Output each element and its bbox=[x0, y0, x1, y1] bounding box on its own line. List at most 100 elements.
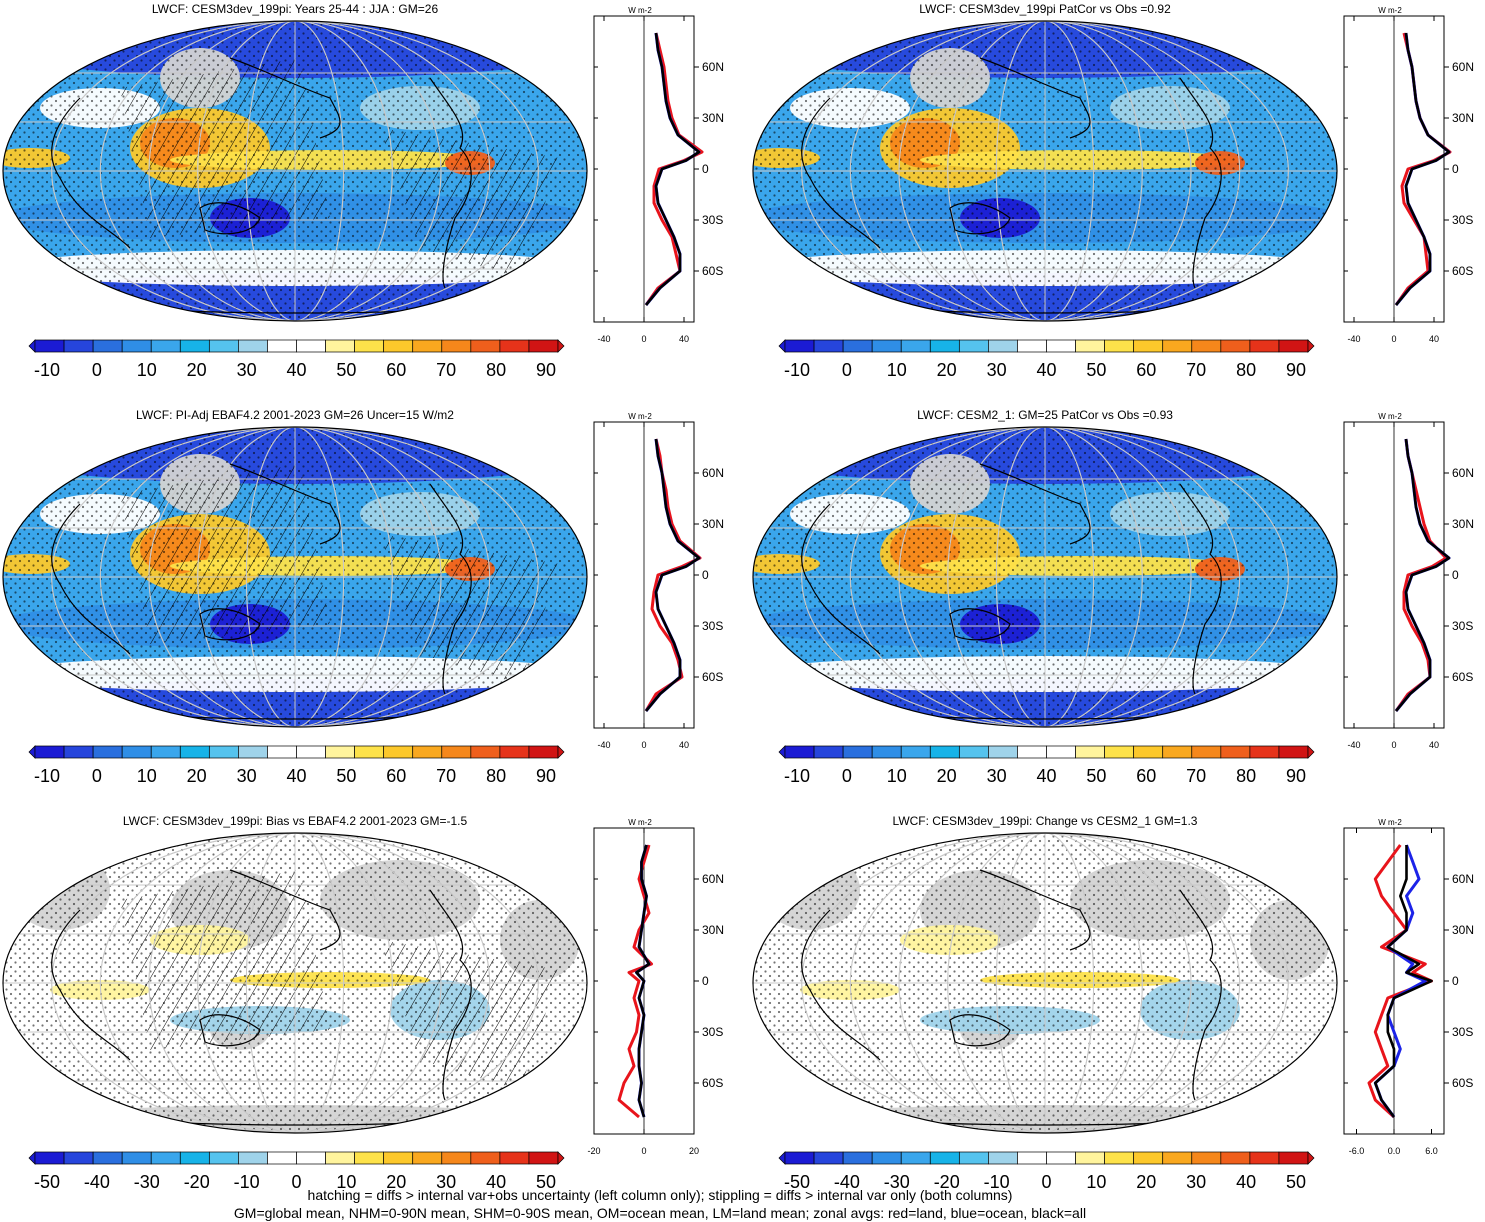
series-line-blue bbox=[1394, 438, 1451, 712]
colorbar-tick-label: 70 bbox=[436, 766, 456, 786]
colorbar-tick-label: 0 bbox=[92, 766, 102, 786]
colorbar-swatch bbox=[441, 745, 472, 759]
colorbar-swatch bbox=[1278, 1151, 1309, 1165]
series-line-black bbox=[635, 844, 651, 1118]
colorbar-swatch bbox=[528, 1151, 559, 1165]
colorbar-swatch bbox=[1046, 1151, 1076, 1165]
colorbar-tick-label: 70 bbox=[1186, 360, 1206, 380]
lat-tick-label: 60S bbox=[1452, 670, 1473, 684]
zonal-unit-label: W m-2 bbox=[1378, 412, 1402, 421]
coastline bbox=[199, 1014, 261, 1047]
x-tick-label: 20 bbox=[689, 1146, 699, 1156]
hatching bbox=[120, 870, 330, 1050]
colorbar-tick-label: 10 bbox=[1086, 1172, 1106, 1192]
series-line-black bbox=[644, 438, 701, 712]
coastline bbox=[51, 97, 131, 249]
coastline bbox=[1179, 77, 1222, 289]
colorbar-tick-label: 40 bbox=[286, 766, 306, 786]
series-line-black bbox=[1394, 438, 1451, 712]
colorbar-tick-label: 50 bbox=[536, 1172, 556, 1192]
colorbar-swatch bbox=[900, 1151, 931, 1165]
colorbar-tick-label: -30 bbox=[884, 1172, 910, 1192]
hatching bbox=[380, 940, 560, 1090]
colorbar-swatch bbox=[1104, 745, 1135, 759]
colorbar-tick-label: 0 bbox=[1041, 1172, 1051, 1192]
series-line-red bbox=[1394, 32, 1452, 306]
x-tick-label: -40 bbox=[1347, 740, 1360, 750]
colorbar-swatch bbox=[179, 339, 210, 353]
coastline bbox=[979, 463, 1091, 545]
colorbar-tick-label: 20 bbox=[1136, 1172, 1156, 1192]
zonal-mean-plot: W m-2 60N 30N 0 30S 60S -40 0 40 bbox=[593, 6, 724, 344]
colorbar-swatch bbox=[1220, 745, 1251, 759]
colorbar-swatch bbox=[1104, 1151, 1135, 1165]
colorbar-swatch bbox=[238, 745, 268, 759]
lat-tick-label: 30S bbox=[1452, 619, 1473, 633]
x-tick-label: -40 bbox=[597, 740, 610, 750]
lat-tick-label: 60N bbox=[1452, 872, 1474, 886]
colorbar-swatch bbox=[988, 1151, 1018, 1165]
colorbar-swatch bbox=[958, 1151, 989, 1165]
panel-title: LWCF: CESM3dev_199pi: Bias vs EBAF4.2 20… bbox=[122, 814, 468, 828]
colorbar-swatch bbox=[1162, 745, 1193, 759]
colorbar-tick-label: 90 bbox=[1286, 766, 1306, 786]
series-line-red bbox=[644, 438, 702, 712]
colorbar-tick-label: 30 bbox=[436, 1172, 456, 1192]
colorbar-tick-label: 20 bbox=[187, 360, 207, 380]
colorbar-tick-label: 60 bbox=[1136, 360, 1156, 380]
hatching bbox=[120, 464, 330, 644]
colorbar-tick-label: 50 bbox=[1086, 766, 1106, 786]
x-tick-label: 6.0 bbox=[1425, 1146, 1438, 1156]
colorbar-swatch bbox=[1046, 339, 1076, 353]
colorbar-tick-label: 90 bbox=[536, 766, 556, 786]
colorbar-swatch bbox=[63, 1151, 94, 1165]
colorbar-swatch bbox=[441, 1151, 472, 1165]
x-tick-label: 0 bbox=[1391, 334, 1396, 344]
colorbar-swatch bbox=[1249, 745, 1280, 759]
colorbar-low-triangle bbox=[28, 1151, 36, 1165]
panel-2: LWCF: CESM3dev_199pi PatCor vs Obs =0.92… bbox=[750, 2, 1485, 407]
coastline bbox=[1179, 483, 1222, 695]
colorbar-tick-label: 40 bbox=[486, 1172, 506, 1192]
colorbar-tick-label: 30 bbox=[987, 360, 1007, 380]
coastline bbox=[51, 503, 131, 655]
colorbar-swatch bbox=[900, 745, 931, 759]
colorbar-swatch bbox=[412, 339, 443, 353]
lat-tick-label: 30N bbox=[1452, 923, 1474, 937]
colorbar-swatch bbox=[150, 339, 181, 353]
colorbar-swatch bbox=[988, 745, 1018, 759]
series-line-blue bbox=[644, 438, 701, 712]
coastline bbox=[229, 869, 341, 951]
colorbar-tick-label: 40 bbox=[1036, 360, 1056, 380]
colorbar-swatch bbox=[1191, 339, 1222, 353]
colorbar-swatch bbox=[150, 1151, 181, 1165]
colorbar-swatch bbox=[470, 1151, 501, 1165]
colorbar-tick-label: -40 bbox=[84, 1172, 110, 1192]
zonal-unit-label: W m-2 bbox=[628, 412, 652, 421]
colorbar-swatch bbox=[92, 1151, 123, 1165]
colorbar-swatch bbox=[179, 1151, 210, 1165]
colorbar-tick-label: -40 bbox=[834, 1172, 860, 1192]
colorbar-tick-label: 20 bbox=[386, 1172, 406, 1192]
colorbar-swatch bbox=[383, 1151, 414, 1165]
colorbar-tick-label: 60 bbox=[386, 360, 406, 380]
colorbar-swatch bbox=[784, 1151, 815, 1165]
x-tick-label: 0.0 bbox=[1388, 1146, 1401, 1156]
coastline bbox=[801, 97, 881, 249]
colorbar-tick-label: 80 bbox=[486, 360, 506, 380]
lat-tick-label: 0 bbox=[702, 568, 709, 582]
x-tick-label: 40 bbox=[1429, 334, 1439, 344]
lat-tick-label: 30S bbox=[702, 1025, 723, 1039]
panel-title: LWCF: PI-Adj EBAF4.2 2001-2023 GM=26 Unc… bbox=[136, 408, 454, 422]
coastline bbox=[1179, 889, 1222, 1101]
lat-tick-label: 60N bbox=[1452, 466, 1474, 480]
colorbar-swatch bbox=[412, 1151, 443, 1165]
panel-4: LWCF: CESM2_1: GM=25 PatCor vs Obs =0.93… bbox=[750, 408, 1485, 813]
x-tick-label: 0 bbox=[641, 334, 646, 344]
colorbar-tick-label: 80 bbox=[1236, 360, 1256, 380]
series-line-red bbox=[1394, 438, 1448, 712]
colorbar-tick-label: 50 bbox=[1086, 360, 1106, 380]
colorbar-swatch bbox=[1278, 339, 1309, 353]
colorbar-low-triangle bbox=[28, 339, 36, 353]
colorbar-tick-label: -50 bbox=[784, 1172, 810, 1192]
